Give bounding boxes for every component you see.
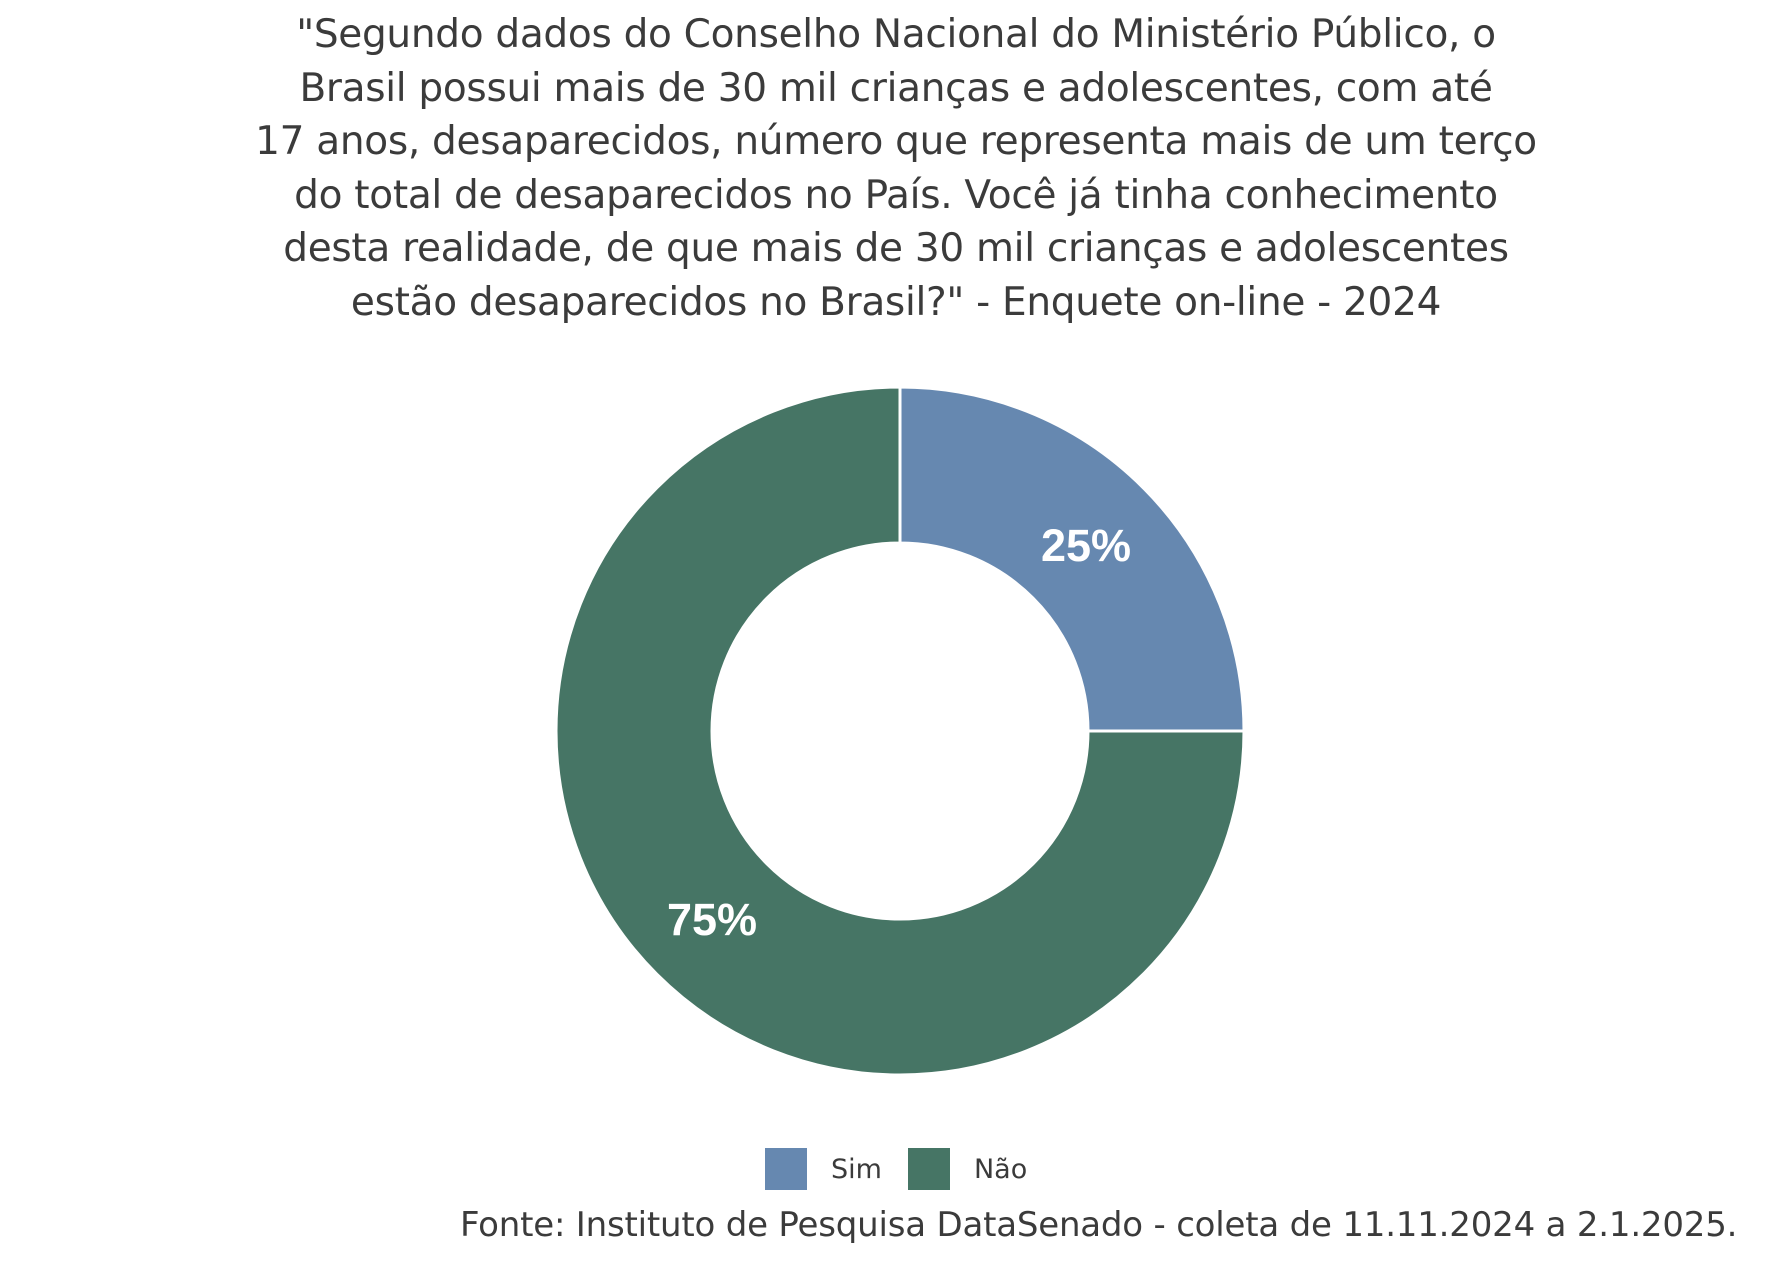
slice-nao [554,385,1246,1077]
title-line: Brasil possui mais de 30 mil crianças e … [299,65,1493,111]
title-line: estão desaparecidos no Brasil?" - Enquet… [350,279,1442,325]
title-line: 17 anos, desaparecidos, número que repre… [255,119,1537,164]
legend-swatch-sim [765,1148,807,1190]
legend-label-sim: Sim [831,1153,882,1185]
slice-sim [898,385,1246,733]
donut-chart: 25% 75% [550,381,1250,1081]
chart-legend: Sim Não [765,1148,1053,1190]
legend-item-sim: Sim [765,1148,882,1190]
source-note: Fonte: Instituto de Pesquisa DataSenado … [460,1205,1738,1245]
legend-label-nao: Não [973,1153,1028,1185]
slice-label-nao: 75% [666,894,758,945]
donut-svg [554,385,1246,1077]
title-line: do total de desaparecidos no País. Você … [294,172,1498,218]
title-line: "Segundo dados do Conselho Nacional do M… [296,12,1496,57]
title-line: desta realidade, de que mais de 30 mil c… [283,226,1509,271]
chart-title: "Segundo dados do Conselho Nacional do M… [0,8,1779,329]
slice-label-sim: 25% [1040,520,1132,571]
legend-swatch-nao [907,1148,950,1190]
legend-item-nao: Não [907,1148,1028,1190]
